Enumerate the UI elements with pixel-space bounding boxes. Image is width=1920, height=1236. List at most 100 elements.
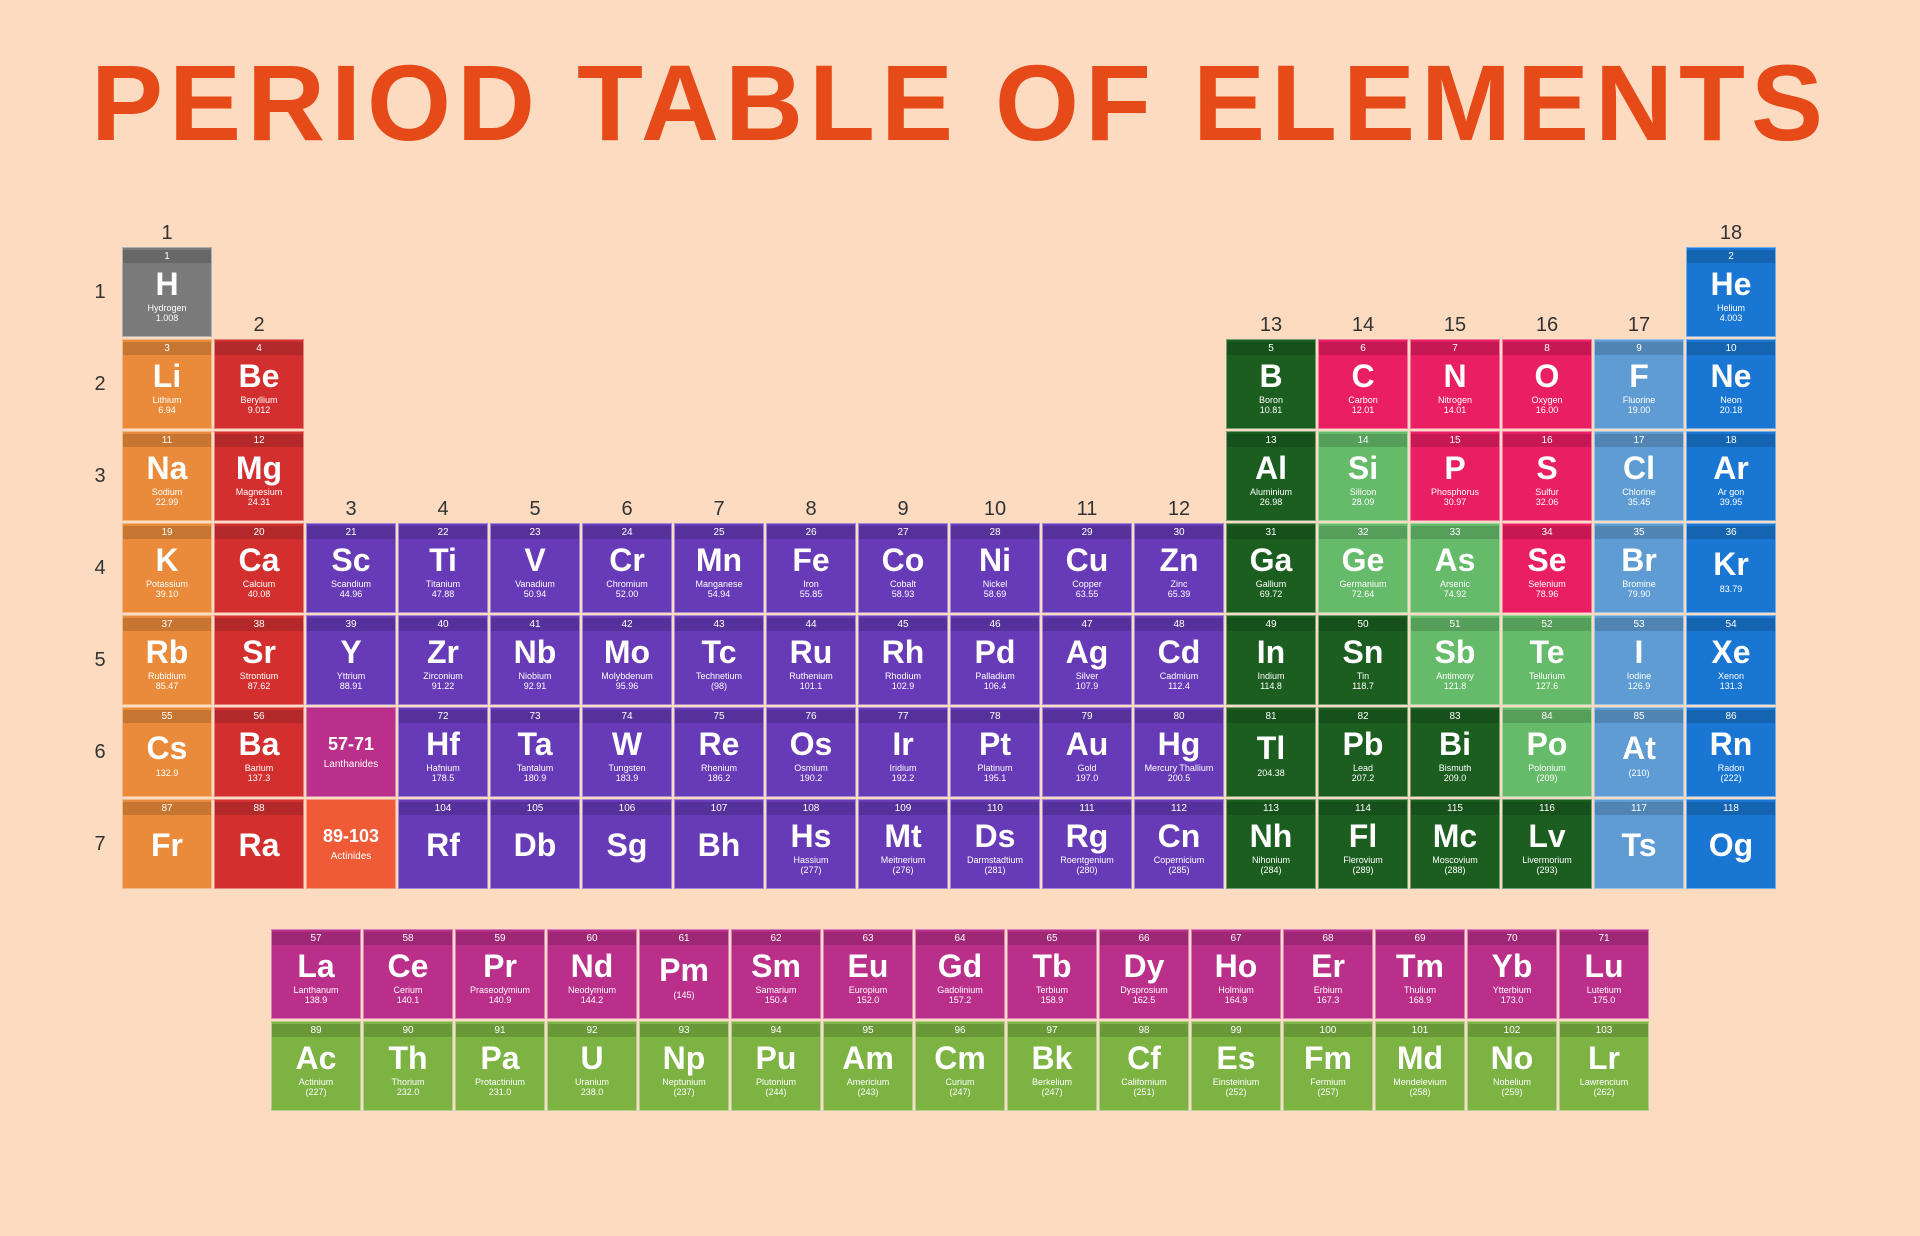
- atomic-number: 74: [583, 710, 671, 723]
- atomic-number: 67: [1192, 932, 1280, 945]
- element-name: Ar gon: [1718, 488, 1745, 497]
- element-name: Neon: [1720, 396, 1742, 405]
- atomic-number: 99: [1192, 1024, 1280, 1037]
- atomic-mass: 54.94: [708, 590, 731, 599]
- element-cell: 71LuLutetium175.0: [1559, 929, 1649, 1019]
- atomic-number: 63: [824, 932, 912, 945]
- atomic-number: 73: [491, 710, 579, 723]
- atomic-number: 59: [456, 932, 544, 945]
- atomic-number: 46: [951, 618, 1039, 631]
- atomic-mass: 12.01: [1352, 406, 1375, 415]
- element-symbol: Sg: [607, 829, 648, 861]
- element-symbol: Ne: [1711, 360, 1752, 392]
- element-cell: 12MgMagnesium24.31: [214, 431, 304, 521]
- atomic-number: 32: [1319, 526, 1407, 539]
- atomic-mass: 200.5: [1168, 774, 1191, 783]
- atomic-mass: 22.99: [156, 498, 179, 507]
- atomic-mass: 74.92: [1444, 590, 1467, 599]
- atomic-number: 53: [1595, 618, 1683, 631]
- atomic-number: 94: [732, 1024, 820, 1037]
- element-symbol: Pd: [975, 636, 1016, 668]
- element-cell: 3LiLithium6.94: [122, 339, 212, 429]
- element-name: Sodium: [152, 488, 183, 497]
- element-name: Tellurium: [1529, 672, 1565, 681]
- element-name: Gallium: [1256, 580, 1287, 589]
- element-name: Einsteinium: [1213, 1078, 1260, 1087]
- element-symbol: Sb: [1435, 636, 1476, 668]
- atomic-mass: (280): [1076, 866, 1097, 875]
- element-cell: 7NNitrogen14.01: [1410, 339, 1500, 429]
- period-label: 6: [80, 707, 120, 797]
- atomic-mass: 83.79: [1720, 585, 1743, 594]
- element-name: Tungsten: [608, 764, 645, 773]
- element-symbol: Am: [842, 1042, 894, 1074]
- period-label: 7: [80, 799, 120, 889]
- element-cell: 35BrBromine79.90: [1594, 523, 1684, 613]
- atomic-number: 10: [1687, 342, 1775, 355]
- atomic-mass: (98): [711, 682, 727, 691]
- element-name: Molybdenum: [601, 672, 653, 681]
- atomic-number: 116: [1503, 802, 1591, 815]
- atomic-number: 34: [1503, 526, 1591, 539]
- element-cell: 93NpNeptunium(237): [639, 1021, 729, 1111]
- atomic-mass: 55.85: [800, 590, 823, 599]
- atomic-number: 86: [1687, 710, 1775, 723]
- element-symbol: No: [1491, 1042, 1534, 1074]
- atomic-mass: 192.2: [892, 774, 915, 783]
- atomic-number: 101: [1376, 1024, 1464, 1037]
- element-name: Magnesium: [236, 488, 283, 497]
- atomic-mass: 10.81: [1260, 406, 1283, 415]
- element-cell: 54XeXenon131.3: [1686, 615, 1776, 705]
- atomic-number: 115: [1411, 802, 1499, 815]
- element-name: Mercury Thallium: [1145, 764, 1214, 773]
- element-name: Tantalum: [517, 764, 554, 773]
- element-name: Erbium: [1314, 986, 1343, 995]
- atomic-mass: 4.003: [1720, 314, 1743, 323]
- element-symbol: Ho: [1215, 950, 1258, 982]
- element-name: Thulium: [1404, 986, 1436, 995]
- element-cell: 4BeBeryllium9.012: [214, 339, 304, 429]
- atomic-mass: 44.96: [340, 590, 363, 599]
- element-cell: 31GaGallium69.72: [1226, 523, 1316, 613]
- element-symbol: Fm: [1304, 1042, 1352, 1074]
- element-symbol: Mo: [604, 636, 650, 668]
- period-label: 5: [80, 615, 120, 705]
- atomic-number: 50: [1319, 618, 1407, 631]
- atomic-number: 31: [1227, 526, 1315, 539]
- element-name: Uranium: [575, 1078, 609, 1087]
- atomic-number: 20: [215, 526, 303, 539]
- group-label: 15: [1410, 247, 1500, 337]
- element-cell: 78PtPlatinum195.1: [950, 707, 1040, 797]
- atomic-number: 40: [399, 618, 487, 631]
- atomic-number: 47: [1043, 618, 1131, 631]
- element-name: Scandium: [331, 580, 371, 589]
- element-cell: 111RgRoentgenium(280): [1042, 799, 1132, 889]
- group-label: 16: [1502, 247, 1592, 337]
- atomic-mass: 72.64: [1352, 590, 1375, 599]
- atomic-mass: 95.96: [616, 682, 639, 691]
- atomic-mass: (209): [1536, 774, 1557, 783]
- element-cell: 81Tl204.38: [1226, 707, 1316, 797]
- atomic-mass: (276): [892, 866, 913, 875]
- atomic-mass: 65.39: [1168, 590, 1191, 599]
- element-symbol: Tl: [1257, 732, 1285, 764]
- atomic-mass: 167.3: [1317, 996, 1340, 1005]
- atomic-mass: 9.012: [248, 406, 271, 415]
- element-name: Silicon: [1350, 488, 1377, 497]
- atomic-number: 30: [1135, 526, 1223, 539]
- element-symbol: Pb: [1343, 728, 1384, 760]
- element-cell: 2HeHelium4.003: [1686, 247, 1776, 337]
- group-label: 6: [582, 431, 672, 521]
- atomic-number: 11: [123, 434, 211, 447]
- element-symbol: Ta: [518, 728, 553, 760]
- element-cell: 59PrPraseodymium140.9: [455, 929, 545, 1019]
- group-label: 13: [1226, 247, 1316, 337]
- element-name: Lead: [1353, 764, 1373, 773]
- element-symbol: C: [1351, 360, 1374, 392]
- element-name: Actinium: [299, 1078, 334, 1087]
- group-label: 5: [490, 431, 580, 521]
- element-symbol: Au: [1066, 728, 1109, 760]
- atomic-mass: 140.9: [489, 996, 512, 1005]
- element-cell: 68ErErbium167.3: [1283, 929, 1373, 1019]
- atomic-number: 96: [916, 1024, 1004, 1037]
